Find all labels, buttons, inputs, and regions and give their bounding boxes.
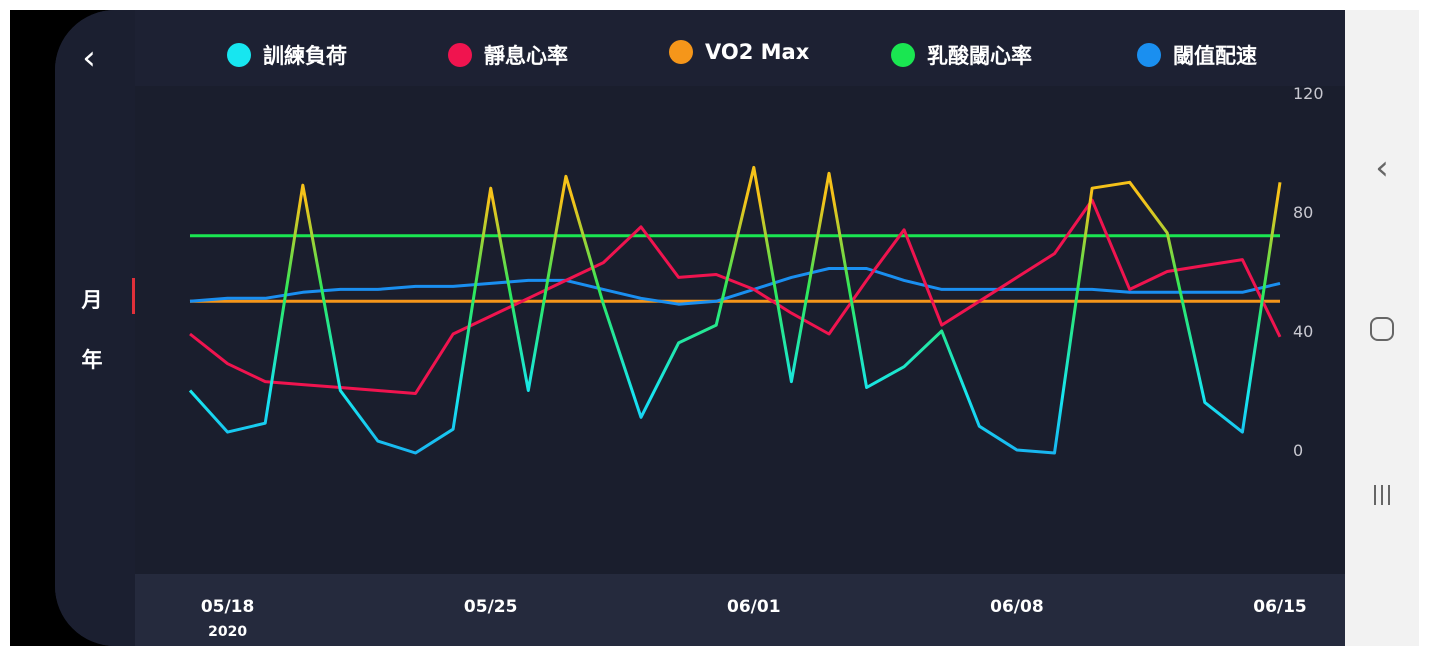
chevron-left-icon[interactable]: ‹ <box>82 38 96 78</box>
period-tab-month[interactable]: 月 <box>81 288 103 312</box>
legend-dot <box>227 43 251 67</box>
y-tick-label: 40 <box>1293 322 1313 341</box>
legend-dot <box>1137 43 1161 67</box>
series-line-4 <box>189 267 1281 306</box>
legend-label: VO2 Max <box>705 40 810 64</box>
legend-item-vo2max[interactable]: VO2 Max <box>669 40 809 64</box>
x-axis-band <box>135 574 1345 646</box>
y-tick-label: 120 <box>1293 84 1324 103</box>
line-chart: 0 40 80 120 05/18 2020 05/25 06/01 06/08 06/15 <box>188 84 1324 640</box>
legend-item-lactate-threshold-hr[interactable]: 乳酸閾心率 <box>891 40 1032 70</box>
system-nav-bar: ‹ <box>1345 10 1419 646</box>
nav-recents-icon[interactable] <box>1345 482 1419 512</box>
legend-label: 靜息心率 <box>484 44 568 68</box>
nav-home-icon[interactable] <box>1345 316 1419 346</box>
x-tick-label: 05/18 <box>201 597 255 617</box>
x-tick-year-label: 2020 <box>208 624 247 640</box>
legend-dot <box>448 43 472 67</box>
nav-back-icon[interactable]: ‹ <box>1375 148 1389 188</box>
legend-dot <box>891 43 915 67</box>
x-tick-label: 05/25 <box>464 597 518 617</box>
period-tab-year[interactable]: 年 <box>81 348 103 372</box>
series-line-1 <box>189 198 1282 395</box>
legend-item-threshold-pace[interactable]: 閾值配速 <box>1137 40 1257 70</box>
app-screen: ‹ 月 年 訓練負荷 靜息心率 VO2 Max 乳酸閾心率 閾值配速 <box>55 10 1345 646</box>
series-line-0 <box>188 165 1282 455</box>
legend-label: 乳酸閾心率 <box>927 44 1032 68</box>
legend-item-resting-hr[interactable]: 靜息心率 <box>448 40 568 70</box>
y-tick-label: 80 <box>1293 203 1313 222</box>
side-panel: ‹ 月 年 <box>55 10 135 646</box>
y-tick-label: 0 <box>1293 441 1303 460</box>
legend-label: 訓練負荷 <box>263 44 347 68</box>
x-tick-label: 06/08 <box>990 597 1044 617</box>
selected-period-indicator <box>132 278 135 314</box>
chart-legend: 訓練負荷 靜息心率 VO2 Max 乳酸閾心率 閾值配速 <box>135 28 1345 78</box>
plot-area[interactable] <box>135 86 1345 574</box>
legend-dot <box>669 40 693 64</box>
legend-item-training-load[interactable]: 訓練負荷 <box>227 40 347 70</box>
x-tick-label: 06/15 <box>1253 597 1307 617</box>
x-tick-label: 06/01 <box>727 597 781 617</box>
legend-label: 閾值配速 <box>1173 44 1257 68</box>
